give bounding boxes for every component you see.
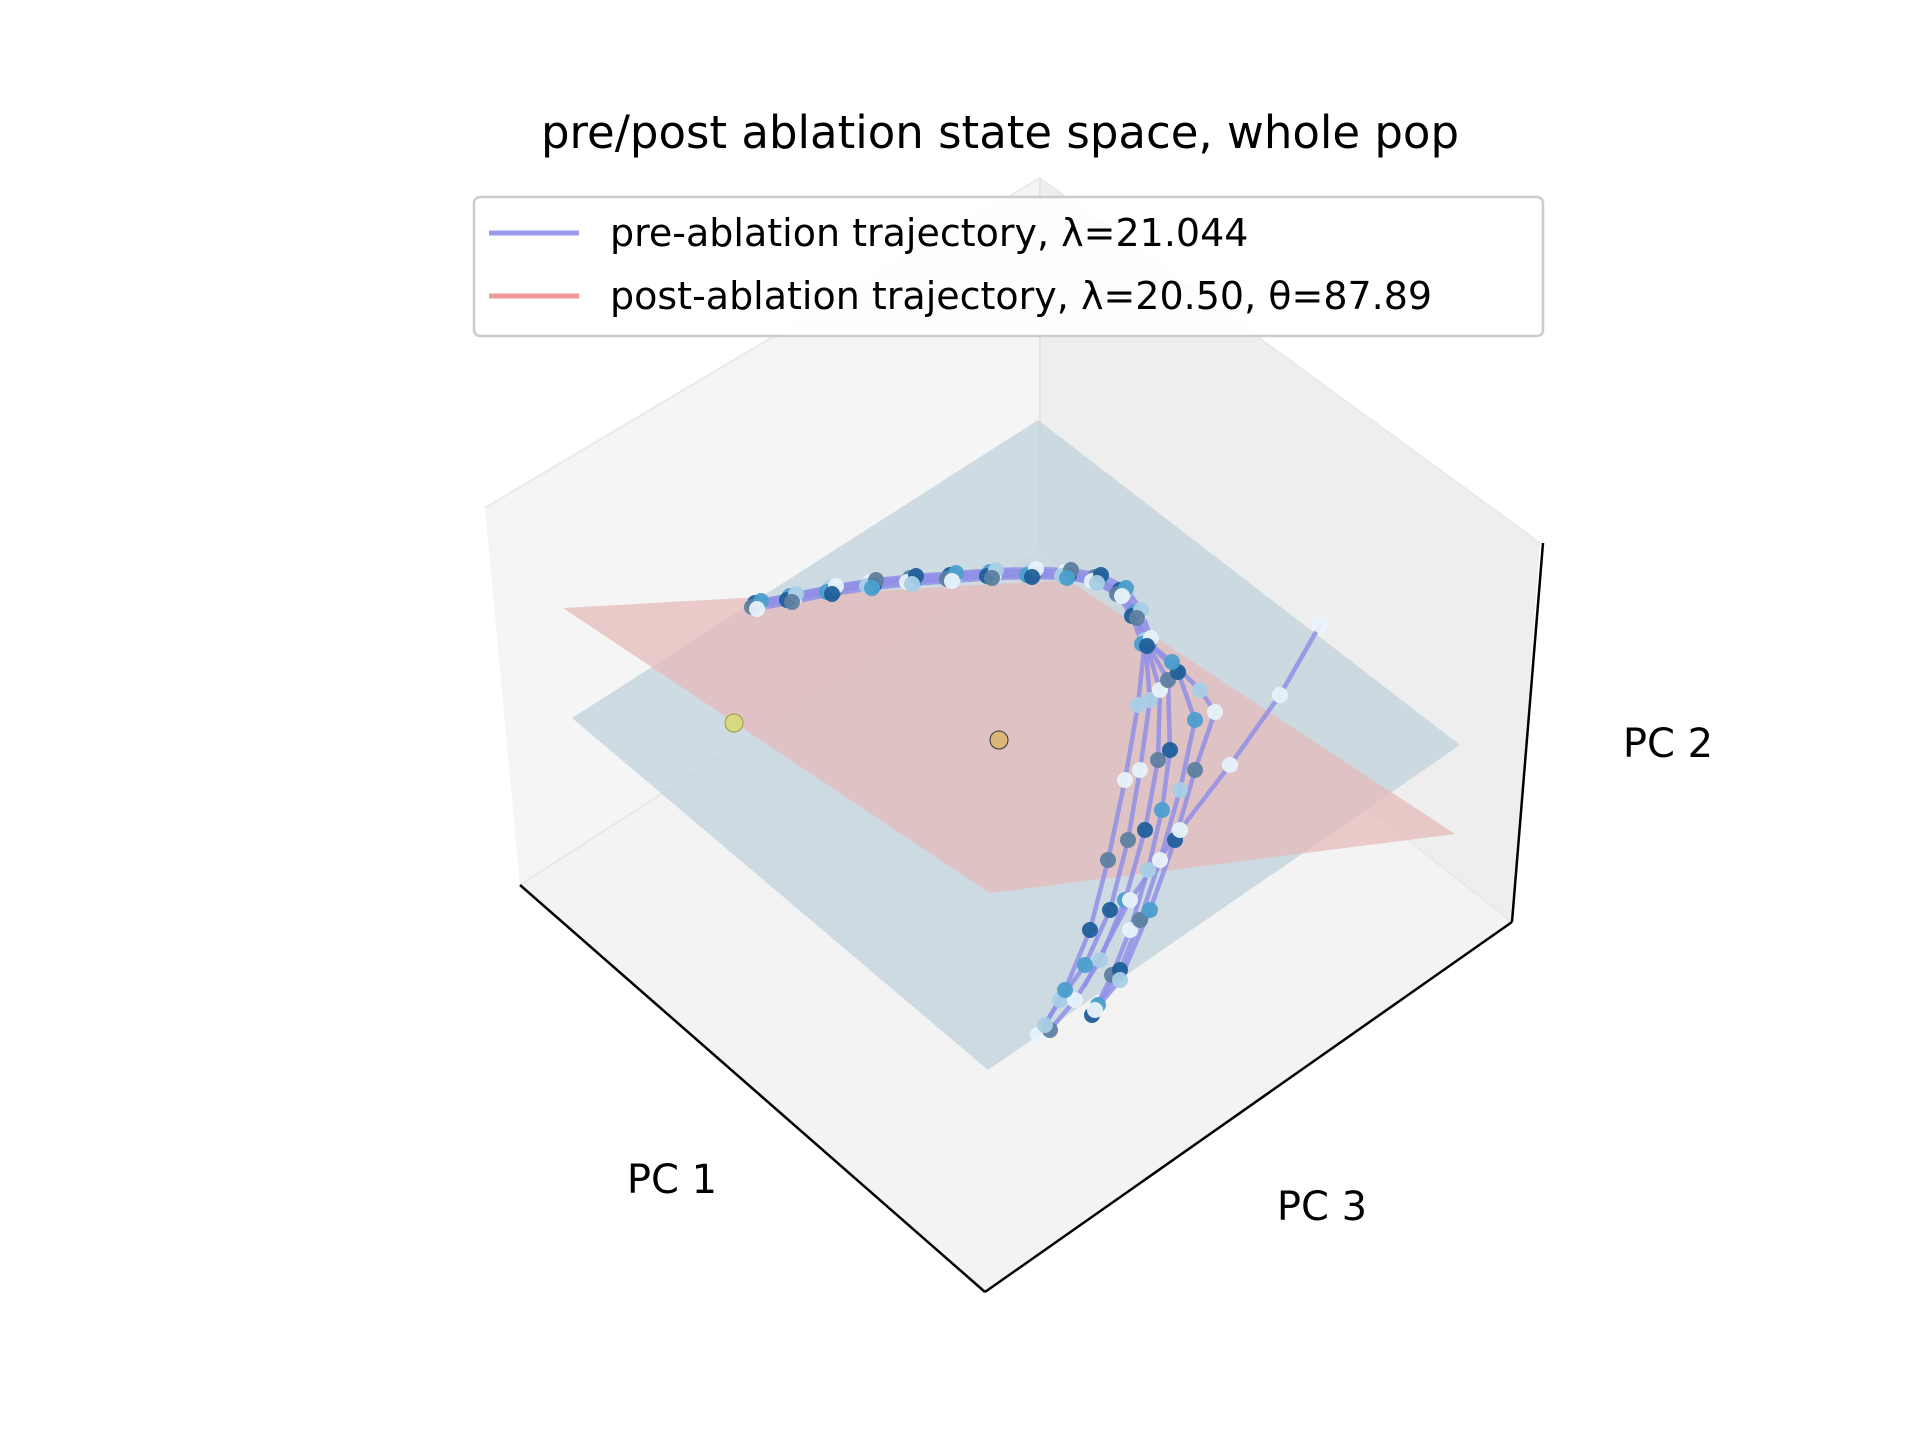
trajectory-point	[1139, 638, 1155, 654]
trajectory-point	[984, 570, 1000, 586]
legend-box	[472, 195, 1545, 338]
pc1-axis-line	[519, 884, 986, 1293]
trajectory-point	[1172, 782, 1188, 798]
trajectory-point	[1112, 972, 1128, 988]
chart-title: pre/post ablation state space, whole pop	[541, 106, 1459, 159]
trajectory-point	[1207, 704, 1223, 720]
trajectory-point	[1130, 697, 1146, 713]
trajectory-point	[1132, 762, 1148, 778]
trajectory-point	[1272, 687, 1288, 703]
trajectory-point	[1117, 772, 1133, 788]
trajectory-point	[1142, 902, 1158, 918]
trajectory-point	[1150, 752, 1166, 768]
trajectory-point	[1077, 957, 1093, 973]
trajectory-points	[744, 561, 1328, 1043]
trajectory-point	[1122, 922, 1138, 938]
trajectory-point	[1092, 952, 1108, 968]
trajectory-point	[1067, 992, 1083, 1008]
trajectory-point	[1152, 852, 1168, 868]
trajectory-point	[1132, 912, 1148, 928]
trajectory-point	[1162, 742, 1178, 758]
pc1-label: PC 1	[627, 1157, 717, 1203]
trajectory-point	[1024, 569, 1040, 585]
trajectory-point	[1187, 712, 1203, 728]
trajectory-line	[1095, 637, 1198, 1008]
trajectory-point	[904, 576, 920, 592]
legend-label-post: post-ablation trajectory, λ=20.50, θ=87.…	[610, 274, 1432, 318]
trajectory-point	[1057, 982, 1073, 998]
pc3-axis-line	[984, 920, 1513, 1294]
trajectory-point	[1102, 902, 1118, 918]
trajectory-point	[1120, 832, 1136, 848]
trajectory-line	[1082, 622, 1323, 988]
trajectory-point	[1122, 892, 1138, 908]
fixed-point	[724, 713, 744, 733]
trajectory-point	[944, 573, 960, 589]
trajectory-point	[749, 601, 765, 617]
trajectory-point	[784, 594, 800, 610]
trajectory-point	[1087, 1002, 1103, 1018]
trajectory-point	[1100, 852, 1116, 868]
pc2-axis-line	[1510, 542, 1545, 923]
trajectory-point	[1140, 862, 1156, 878]
pc3-label: PC 3	[1277, 1184, 1367, 1230]
legend-label-pre: pre-ablation trajectory, λ=21.044	[610, 211, 1248, 255]
trajectory-point	[1059, 570, 1075, 586]
fixed-point	[989, 730, 1009, 750]
post-ablation-plane	[563, 580, 1455, 893]
legend: pre-ablation trajectory, λ=21.044 post-a…	[472, 195, 1545, 338]
trajectory-point	[1114, 588, 1130, 604]
trajectory-point	[1172, 822, 1188, 838]
trajectory-point	[1137, 822, 1153, 838]
trajectory-point	[1222, 757, 1238, 773]
trajectory-point	[1129, 610, 1145, 626]
trajectory-point	[1082, 922, 1098, 938]
trajectory-point	[1037, 1017, 1053, 1033]
trajectory-point	[1164, 654, 1180, 670]
trajectory-point	[824, 586, 840, 602]
trajectory-point	[1089, 575, 1105, 591]
trajectory-point	[1187, 762, 1203, 778]
trajectory-point	[1312, 617, 1328, 633]
trajectory-point	[1154, 802, 1170, 818]
trajectory-point	[1192, 682, 1208, 698]
trajectory-point	[864, 580, 880, 596]
pc2-label: PC 2	[1623, 721, 1713, 767]
trajectory-point	[1142, 692, 1158, 708]
